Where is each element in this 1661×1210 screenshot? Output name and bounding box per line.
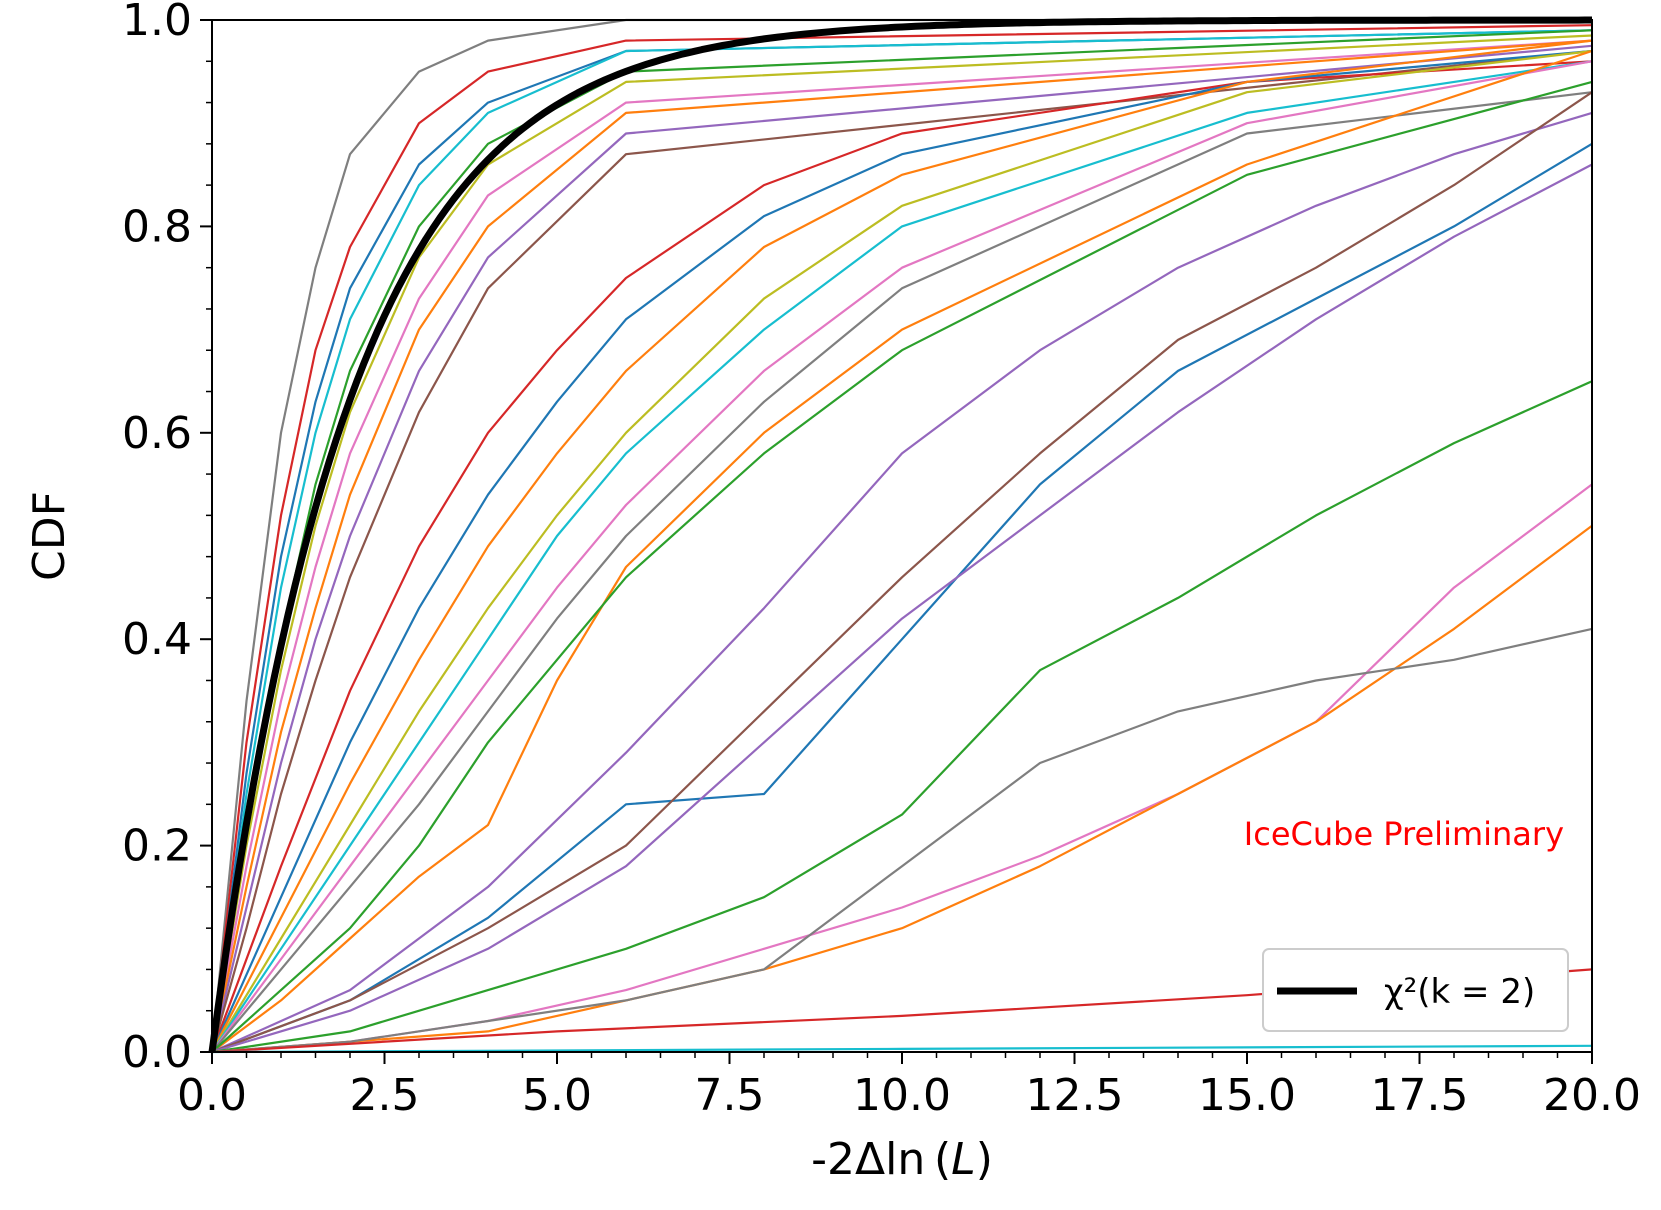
series-line-17 — [211, 91, 1593, 1053]
series-line-7 — [210, 39, 1593, 1053]
series-line-23 — [211, 163, 1593, 1054]
series-line-27 — [211, 627, 1593, 1054]
series-line-13 — [211, 39, 1593, 1053]
series-line-16 — [211, 60, 1593, 1053]
x-tick-label: 20.0 — [1543, 1070, 1641, 1121]
y-tick-label: 1.0 — [122, 0, 192, 46]
x-axis-ticks: 0.0 2.5 5.0 7.5 10.0 12.5 15.0 17.5 20.0 — [177, 1052, 1641, 1121]
series-line-24 — [211, 380, 1593, 1054]
x-axis-label: -2Δln (L) — [811, 1134, 993, 1185]
icecube-preliminary-label: IceCube Preliminary — [1244, 815, 1564, 853]
legend-label-chi2: χ²(k = 2) — [1384, 972, 1535, 1012]
x-tick-label: 5.0 — [522, 1070, 592, 1121]
series-line-2 — [210, 24, 1593, 1053]
series-line-1 — [210, 18, 1592, 1053]
x-tick-label: 12.5 — [1026, 1070, 1124, 1121]
series-line-11 — [210, 60, 1593, 1053]
series-line-29 — [211, 1044, 1593, 1054]
series-line-14 — [211, 49, 1593, 1053]
y-tick-label: 0.2 — [122, 821, 192, 872]
y-axis-ticks: 0.0 0.2 0.4 0.6 0.8 1.0 — [122, 0, 212, 1078]
series-line-19 — [211, 80, 1593, 1053]
series-line-3 — [210, 29, 1593, 1053]
y-tick-label: 0.0 — [122, 1027, 192, 1078]
series-line-12 — [210, 49, 1593, 1053]
series-line-6 — [210, 34, 1593, 1053]
series-line-22 — [211, 91, 1593, 1054]
y-tick-label: 0.6 — [122, 408, 192, 459]
series-layer — [210, 18, 1593, 1054]
series-line-4 — [210, 29, 1593, 1053]
series-line-15 — [211, 60, 1593, 1053]
x-axis-label-prefix: -2Δln ( — [811, 1134, 951, 1185]
series-line-21 — [211, 142, 1593, 1054]
series-line-20 — [211, 111, 1593, 1054]
x-tick-label: 10.0 — [853, 1070, 951, 1121]
series-line-9 — [210, 44, 1593, 1053]
legend: χ²(k = 2) — [1262, 948, 1569, 1032]
x-tick-label: 2.5 — [350, 1070, 420, 1121]
y-tick-label: 0.8 — [122, 201, 192, 252]
y-axis-label: CDF — [24, 491, 75, 581]
series-line-26 — [211, 524, 1593, 1054]
series-line-18 — [211, 49, 1593, 1053]
x-tick-label: 7.5 — [695, 1070, 765, 1121]
x-tick-label: 15.0 — [1198, 1070, 1296, 1121]
y-tick-label: 0.4 — [122, 614, 192, 665]
legend-box — [1262, 948, 1569, 1032]
series-line-8 — [210, 39, 1593, 1053]
x-tick-label: 0.0 — [177, 1070, 247, 1121]
x-axis-label-suffix: ) — [976, 1134, 993, 1185]
x-axis-label-variable: L — [951, 1134, 976, 1185]
x-tick-label: 17.5 — [1371, 1070, 1469, 1121]
series-line-10 — [210, 49, 1593, 1053]
